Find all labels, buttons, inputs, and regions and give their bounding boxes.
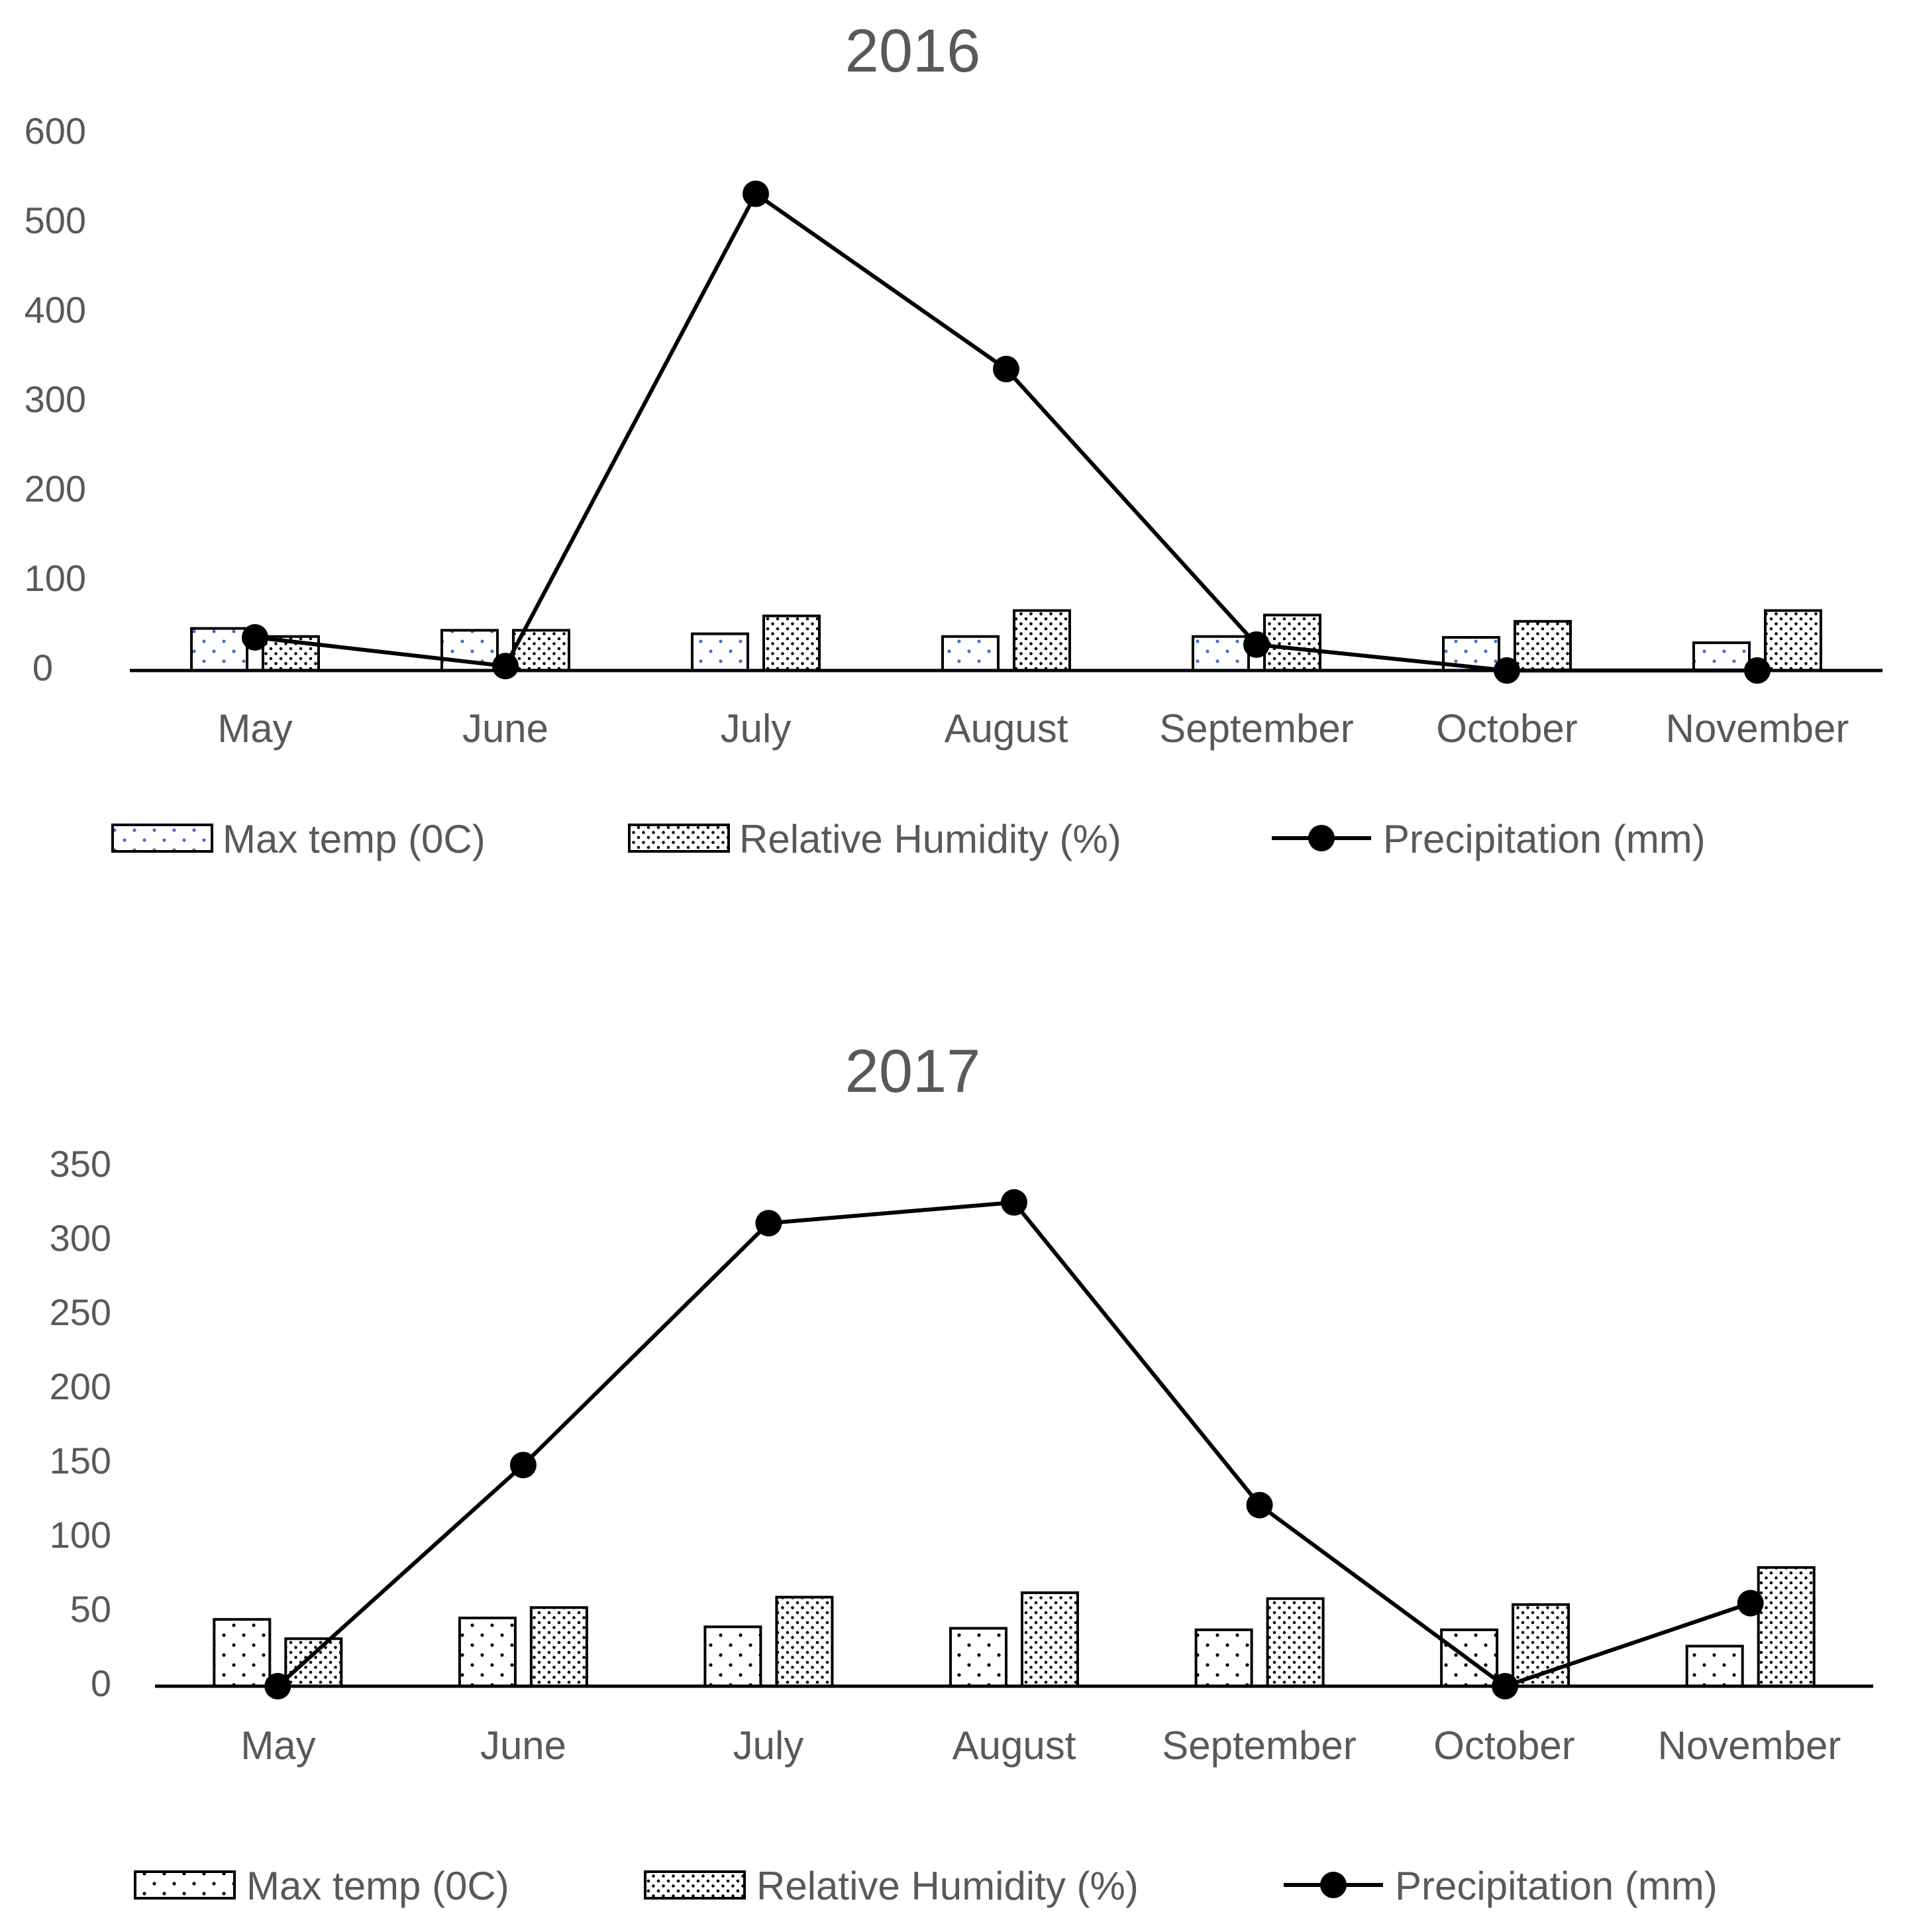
- legend-swatch-max-temp: [134, 1870, 236, 1900]
- precipitation-series: [264, 1189, 1764, 1699]
- precipitation-point: [509, 1452, 537, 1479]
- bars: [190, 609, 1822, 672]
- x-category-label: November: [1666, 706, 1849, 751]
- y-axis-ticks: 0 50 100 150 200 250 300 350: [50, 1143, 111, 1704]
- bars: [213, 1566, 1816, 1688]
- legend-label-max-temp: Max temp (0C): [246, 1864, 509, 1908]
- bar-relative-humidity: [1764, 609, 1822, 672]
- bar-max-temp: [941, 635, 1000, 672]
- bar-max-temp: [1194, 1628, 1253, 1688]
- y-tick-label: 300: [25, 378, 86, 420]
- y-tick-label: 500: [25, 199, 86, 241]
- x-axis-categories: May June July August September October N…: [240, 1723, 1841, 1768]
- bar-relative-humidity: [1514, 619, 1572, 672]
- legend-swatch-humidity: [628, 824, 730, 853]
- bar-relative-humidity: [1266, 1597, 1325, 1688]
- y-tick-label: 200: [50, 1366, 111, 1407]
- x-category-label: September: [1162, 1723, 1357, 1768]
- bar-max-temp: [213, 1618, 272, 1688]
- x-category-label: May: [217, 706, 292, 751]
- precipitation-point: [1494, 657, 1520, 684]
- bar-relative-humidity: [775, 1595, 834, 1688]
- bar-relative-humidity: [1021, 1591, 1079, 1688]
- x-category-label: October: [1436, 706, 1577, 751]
- chart-title: 2016: [845, 17, 981, 85]
- legend-label-precipitation: Precipitation (mm): [1383, 817, 1706, 861]
- precipitation-point: [264, 1673, 291, 1699]
- y-tick-label: 100: [50, 1514, 111, 1556]
- bar-max-temp: [458, 1617, 517, 1688]
- bar-max-temp: [703, 1625, 762, 1688]
- precipitation-point: [242, 624, 268, 651]
- y-tick-label: 400: [25, 289, 86, 331]
- x-category-label: October: [1433, 1723, 1574, 1768]
- x-category-label: July: [733, 1723, 804, 1768]
- y-axis-ticks: 0 100 200 300 400 500 600: [25, 110, 86, 688]
- precipitation-point: [1001, 1189, 1027, 1216]
- bar-relative-humidity: [1013, 609, 1071, 672]
- x-category-label: August: [945, 706, 1068, 751]
- legend: Max temp (0C) Relative Humidity (%) Prec…: [111, 817, 1706, 861]
- precipitation-series: [242, 180, 1771, 684]
- precipitation-point: [755, 1210, 782, 1237]
- precipitation-point: [993, 356, 1019, 382]
- precipitation-point: [1492, 1673, 1519, 1699]
- legend: Max temp (0C) Relative Humidity (%) Prec…: [134, 1864, 1718, 1908]
- bar-relative-humidity: [1263, 614, 1321, 672]
- precipitation-line: [254, 191, 1757, 672]
- bar-relative-humidity: [284, 1637, 343, 1688]
- legend-label-max-temp: Max temp (0C): [223, 817, 486, 861]
- y-tick-label: 200: [25, 468, 86, 510]
- y-tick-label: 50: [70, 1588, 111, 1630]
- legend-label-humidity: Relative Humidity (%): [756, 1864, 1139, 1908]
- x-category-label: November: [1658, 1723, 1841, 1768]
- x-category-label: May: [240, 1723, 315, 1768]
- precipitation-point: [1744, 657, 1771, 684]
- bar-max-temp: [949, 1627, 1007, 1688]
- bar-max-temp: [691, 632, 749, 672]
- x-category-label: August: [952, 1723, 1076, 1768]
- bar-max-temp: [1692, 641, 1751, 672]
- y-tick-label: 0: [32, 647, 53, 688]
- precipitation-point: [492, 653, 519, 680]
- x-category-label: July: [721, 706, 792, 751]
- y-tick-label: 300: [50, 1217, 111, 1259]
- legend-marker-precipitation: [1320, 1872, 1347, 1898]
- bar-max-temp: [1192, 635, 1250, 672]
- y-tick-label: 100: [25, 557, 86, 599]
- bar-max-temp: [1685, 1644, 1744, 1688]
- x-axis-categories: May June July August September October N…: [217, 706, 1849, 751]
- y-tick-label: 350: [50, 1143, 111, 1185]
- precipitation-point: [743, 180, 769, 207]
- chart-title: 2017: [845, 1038, 981, 1105]
- chart-2016: 2016 0 100 200 300 400 500 600 May June …: [25, 17, 1882, 861]
- bar-relative-humidity: [1757, 1566, 1816, 1688]
- y-tick-label: 150: [50, 1440, 111, 1481]
- chart-2017: 2017 0 50 100 150 200 250 300 350 May Ju…: [50, 1038, 1873, 1908]
- bar-max-temp: [190, 627, 248, 672]
- precipitation-point: [1737, 1589, 1764, 1617]
- legend-swatch-humidity: [644, 1870, 746, 1900]
- y-tick-label: 0: [91, 1662, 111, 1704]
- legend-swatch-max-temp: [111, 824, 213, 853]
- precipitation-point: [1246, 1491, 1273, 1519]
- bar-relative-humidity: [529, 1606, 588, 1688]
- legend-label-humidity: Relative Humidity (%): [739, 817, 1121, 861]
- legend-label-precipitation: Precipitation (mm): [1395, 1864, 1718, 1908]
- x-category-label: June: [480, 1723, 566, 1768]
- precipitation-point: [1243, 631, 1270, 658]
- x-category-label: June: [462, 706, 548, 751]
- x-category-label: September: [1159, 706, 1354, 751]
- legend-marker-precipitation: [1308, 825, 1335, 851]
- bar-relative-humidity: [762, 614, 821, 672]
- y-tick-label: 250: [50, 1291, 111, 1333]
- y-tick-label: 600: [25, 110, 86, 152]
